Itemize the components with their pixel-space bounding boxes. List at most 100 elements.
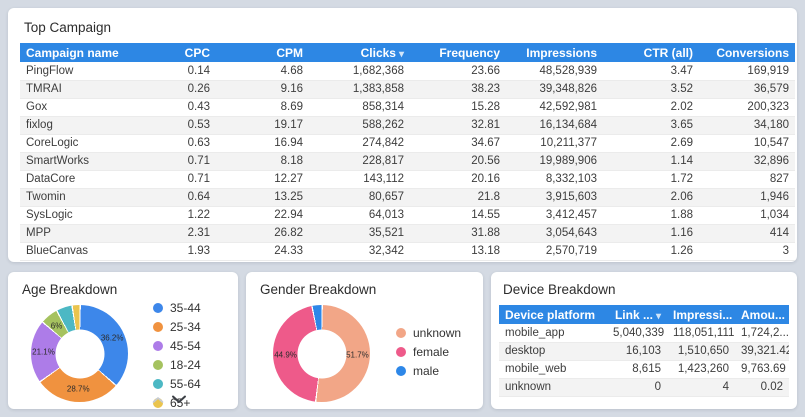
slice-label-female: 44.9% [274,350,297,360]
legend-item-male[interactable]: male [396,364,461,378]
column-header-device-platform[interactable]: Device platform [499,305,607,324]
legend-item-55-64[interactable]: 55-64 [153,377,201,391]
value-cell: 48,528,939 [506,62,603,81]
column-header-impressi[interactable]: Impressi... [667,305,735,324]
row-label-cell: MPP [20,224,142,243]
column-label: CPM [276,45,303,60]
column-header-frequency[interactable]: Frequency [410,43,506,62]
row-label-cell: PingFlow [20,62,142,81]
table-row: SysLogic 1.22 22.94 64,013 14.55 3,412,457 1.8… [20,206,795,225]
table-row: SmartWorks 0.71 8.18 228,817 20.56 19,989,906… [20,152,795,171]
value-cell: 1,034 [699,206,795,225]
column-header-campaign-name[interactable]: Campaign name [20,43,142,62]
value-cell: 16.94 [216,134,309,153]
value-cell: 34.67 [410,134,506,153]
sort-desc-icon: ▾ [398,48,404,60]
legend-item-45-54[interactable]: 45-54 [153,339,201,353]
value-cell: 9,763.69 [735,360,789,379]
legend-item-female[interactable]: female [396,345,461,359]
slice-label-25-34: 28.7% [66,384,90,394]
value-cell: 5,040,339 [607,324,667,343]
age-donut-hole [55,329,104,378]
row-label-cell: unknown [499,378,607,397]
column-header-conversions[interactable]: Conversions [699,43,795,62]
column-header-amou[interactable]: Amou... [735,305,789,324]
value-cell: 35,521 [309,224,410,243]
value-cell: 80,657 [309,188,410,207]
value-cell: 1.88 [603,206,699,225]
value-cell: 21.8 [410,188,506,207]
value-cell: 1,946 [699,188,795,207]
legend-item-18-24[interactable]: 18-24 [153,358,201,372]
value-cell: 1.72 [603,170,699,189]
value-cell: 2,570,719 [506,242,603,261]
legend-label: 25-34 [170,320,201,334]
column-label: CTR (all) [643,45,693,60]
value-cell: 16,103 [607,342,667,361]
legend-dot [153,379,163,389]
table-row: unknown 0 4 0.02 [499,378,789,397]
value-cell: 42,592,981 [506,98,603,117]
value-cell: 1,724,2... [735,324,789,343]
row-label-cell: Twomin [20,188,142,207]
legend-label: unknown [413,326,462,340]
value-cell: 39,348,826 [506,80,603,99]
value-cell: 0.26 [142,80,216,99]
row-label-cell: Gox [20,98,142,117]
value-cell: 1,383,858 [309,80,410,99]
value-cell: 64,013 [309,206,410,225]
legend-dot [396,366,406,376]
column-header-ctr-all[interactable]: CTR (all) [603,43,699,62]
gender-breakdown-title: Gender Breakdown [260,282,377,297]
legend-item-35-44[interactable]: 35-44 [153,301,201,315]
row-label-cell: TMRAI [20,80,142,99]
legend-item-unknown[interactable]: unknown [396,326,462,340]
legend-dot [396,328,406,338]
row-label-cell: desktop [499,342,607,361]
row-label-cell: fixlog [20,116,142,135]
sort-desc-icon: ▾ [655,310,661,322]
value-cell: 16,134,684 [506,116,603,135]
column-header-clicks[interactable]: Clicks ▾ [309,43,410,62]
legend-page-down-icon[interactable] [171,394,187,404]
value-cell: 38.23 [410,80,506,99]
gender-donut-chart[interactable]: 51.7% 44.9% [273,305,370,402]
table-row: Gox 0.43 8.69 858,314 15.28 42,592,981 2.02 200… [20,98,795,117]
value-cell: 0 [607,378,667,397]
value-cell: 13.25 [216,188,309,207]
value-cell: 3,054,643 [506,224,603,243]
legend-dot [153,341,163,351]
row-label-cell: DataCore [20,170,142,189]
table-row: mobile_web 8,615 1,423,260 9,763.69 [499,360,789,379]
value-cell: 274,842 [309,134,410,153]
column-label: Frequency [439,45,500,60]
column-header-cpc[interactable]: CPC [142,43,216,62]
row-label-cell: CoreLogic [20,134,142,153]
age-donut-chart[interactable]: 36.2% 28.7% 21.1% 6% [31,305,128,402]
value-cell: 1.14 [603,152,699,171]
value-cell: 1,510,650 [667,342,735,361]
value-cell: 1.22 [142,206,216,225]
device-breakdown-title: Device Breakdown [503,282,616,297]
value-cell: 2.31 [142,224,216,243]
legend-label: male [413,364,440,378]
value-cell: 10,547 [699,134,795,153]
value-cell: 8.18 [216,152,309,171]
value-cell: 14.55 [410,206,506,225]
value-cell: 13.18 [410,242,506,261]
column-label: Impressions [526,45,597,60]
value-cell: 3 [699,242,795,261]
gender-donut-hole [297,329,346,378]
legend-item-25-34[interactable]: 25-34 [153,320,201,334]
value-cell: 19.17 [216,116,309,135]
column-header-impressions[interactable]: Impressions [506,43,603,62]
age-breakdown-title: Age Breakdown [22,282,118,297]
value-cell: 39,321.42 [735,342,789,361]
row-label-cell: mobile_app [499,324,607,343]
column-header-cpm[interactable]: CPM [216,43,309,62]
value-cell: 0.63 [142,134,216,153]
column-header-link[interactable]: Link ... ▾ [607,305,667,324]
legend-page-up-icon[interactable] [152,396,164,404]
column-label: CPC [184,45,210,60]
column-label: Link ... [614,307,653,322]
